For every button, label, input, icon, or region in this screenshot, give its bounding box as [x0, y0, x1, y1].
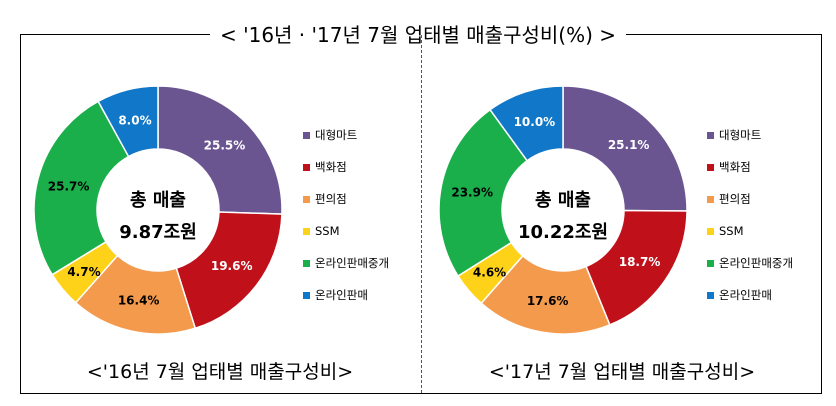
center-label-title: 총 매출	[535, 190, 591, 211]
legend-label: 온라인판매	[315, 288, 368, 302]
legend-label: SSM	[315, 224, 340, 238]
slice-label-large-mart: 25.1%	[608, 138, 650, 152]
legend-item-large-mart: 대형마트	[707, 126, 793, 144]
slice-label-ssm: 4.6%	[473, 266, 506, 280]
legend-swatch	[707, 164, 714, 171]
legend-label: 편의점	[315, 192, 347, 206]
legend-swatch	[707, 228, 714, 235]
legend-label: 백화점	[719, 160, 751, 174]
legend-swatch	[303, 132, 310, 139]
donut-chart-2017: 25.1% 18.7% 17.6% 4.6% 23.9% 10.0% 총 매출 10.22조원	[422, 70, 822, 360]
center-label-title: 총 매출	[130, 190, 186, 211]
legend-swatch	[303, 228, 310, 235]
slice-label-online-brokerage: 25.7%	[48, 179, 90, 193]
legend-item-convenience-store: 편의점	[303, 190, 389, 208]
legend-label: 백화점	[315, 160, 347, 174]
legend-item-online-sales: 온라인판매	[303, 286, 389, 304]
slice-label-ssm: 4.7%	[67, 265, 100, 279]
slice-label-department-store: 19.6%	[211, 259, 253, 273]
center-label-total: 10.22조원	[518, 222, 608, 243]
legend-label: 대형마트	[719, 128, 762, 142]
legend-label: 대형마트	[315, 128, 358, 142]
legend-swatch	[303, 196, 310, 203]
legend-item-department-store: 백화점	[303, 158, 389, 176]
legend-item-department-store: 백화점	[707, 158, 793, 176]
slice-online-sales	[489, 85, 564, 162]
slice-large-mart	[157, 85, 283, 215]
slice-label-convenience-store: 17.6%	[527, 294, 569, 308]
legend-swatch	[707, 196, 714, 203]
legend-swatch	[707, 292, 714, 299]
slice-label-department-store: 18.7%	[619, 255, 661, 269]
legend-item-ssm: SSM	[303, 222, 389, 240]
legend-item-large-mart: 대형마트	[303, 126, 389, 144]
slice-online-sales	[97, 85, 159, 158]
legend-item-online-sales: 온라인판매	[707, 286, 793, 304]
main-title: < '16년 · '17년 7월 업태별 매출구성비(%) >	[0, 22, 836, 48]
donut-chart-2016: 25.5% 19.6% 16.4% 4.7% 25.7% 8.0% 총 매출 9.87조원	[20, 70, 420, 360]
legend-swatch	[303, 292, 310, 299]
legend-label: SSM	[719, 224, 744, 238]
legend-swatch	[303, 164, 310, 171]
legend-swatch	[303, 260, 310, 267]
slice-label-convenience-store: 16.4%	[118, 293, 160, 307]
legend-item-online-brokerage: 온라인판매중개	[303, 254, 389, 272]
legend-item-convenience-store: 편의점	[707, 190, 793, 208]
slice-online-brokerage	[33, 100, 130, 276]
legend-swatch	[707, 132, 714, 139]
subtitle-2016: <'16년 7월 업태별 매출구성비>	[86, 361, 354, 383]
donut-svg-2016: 25.5% 19.6% 16.4% 4.7% 25.7% 8.0% 총 매출 9.87조원	[33, 85, 283, 335]
slice-label-online-sales: 8.0%	[118, 113, 151, 127]
slice-label-large-mart: 25.5%	[204, 139, 246, 153]
legend-item-ssm: SSM	[707, 222, 793, 240]
slice-label-online-sales: 10.0%	[514, 115, 556, 129]
panel-divider	[421, 35, 422, 393]
legend-label: 온라인판매중개	[315, 256, 390, 270]
slice-online-brokerage	[438, 108, 529, 278]
donut-svg-2017: 25.1% 18.7% 17.6% 4.6% 23.9% 10.0% 총 매출 10.22조원	[438, 85, 688, 335]
legend-label: 편의점	[719, 192, 751, 206]
center-label-total: 9.87조원	[119, 222, 197, 243]
legend-label: 온라인판매	[719, 288, 772, 302]
slice-label-online-brokerage: 23.9%	[451, 186, 493, 200]
legend-item-online-brokerage: 온라인판매중개	[707, 254, 793, 272]
legend-label: 온라인판매중개	[719, 256, 794, 270]
subtitle-2017: <'17년 7월 업태별 매출구성비>	[488, 361, 756, 383]
legend-swatch	[707, 260, 714, 267]
slice-department-store	[175, 211, 283, 330]
slice-large-mart	[562, 85, 688, 212]
